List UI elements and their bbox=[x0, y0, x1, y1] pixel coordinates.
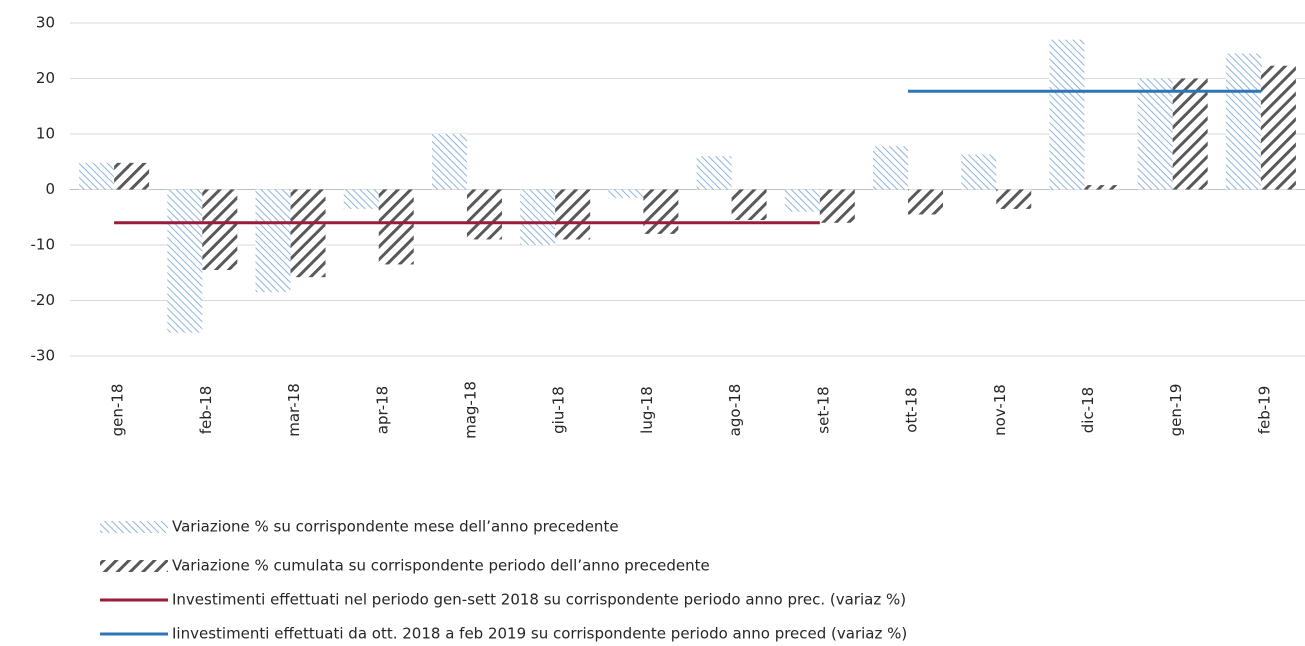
legend-label: Iinvestimenti effettuati da ott. 2018 a … bbox=[172, 625, 907, 643]
bar bbox=[378, 189, 414, 265]
bar bbox=[996, 189, 1032, 209]
bar bbox=[608, 189, 644, 198]
y-tick-label: -20 bbox=[31, 291, 56, 309]
x-tick-label: giu-18 bbox=[550, 386, 568, 434]
x-tick-label: nov-18 bbox=[991, 384, 1009, 436]
x-tick-label: lug-18 bbox=[638, 386, 656, 434]
bar bbox=[114, 162, 150, 190]
legend-label: Investimenti effettuati nel periodo gen-… bbox=[172, 591, 906, 609]
legend-swatch bbox=[100, 521, 168, 533]
bar bbox=[520, 189, 556, 245]
y-tick-label: 20 bbox=[36, 69, 55, 87]
bar bbox=[961, 154, 997, 190]
x-tick-label: gen-18 bbox=[109, 384, 127, 437]
bar bbox=[555, 189, 591, 240]
x-tick-label: gen-19 bbox=[1167, 384, 1185, 437]
bar bbox=[873, 146, 909, 190]
bar bbox=[1172, 78, 1208, 190]
x-tick-label: ago-18 bbox=[726, 384, 744, 437]
bar bbox=[466, 189, 502, 240]
y-tick-label: -30 bbox=[31, 347, 56, 365]
bar bbox=[290, 189, 326, 278]
bar bbox=[731, 189, 767, 221]
x-tick-label: set-18 bbox=[814, 386, 832, 433]
x-tick-label: apr-18 bbox=[373, 386, 391, 434]
legend-swatch bbox=[100, 560, 168, 572]
bar bbox=[1225, 53, 1261, 190]
bar bbox=[643, 189, 679, 234]
bar bbox=[343, 189, 379, 209]
bar bbox=[167, 189, 203, 333]
y-tick-label: 30 bbox=[36, 14, 55, 32]
y-tick-label: 10 bbox=[36, 125, 55, 143]
legend-label: Variazione % cumulata su corrispondente … bbox=[172, 557, 710, 575]
x-tick-label: feb-19 bbox=[1255, 386, 1273, 435]
bar bbox=[255, 189, 291, 293]
legend-label: Variazione % su corrispondente mese dell… bbox=[172, 518, 619, 536]
bar bbox=[1049, 39, 1085, 190]
bar bbox=[1260, 65, 1296, 190]
y-tick-label: -10 bbox=[31, 236, 56, 254]
x-tick-label: mag-18 bbox=[461, 381, 479, 439]
bar bbox=[1137, 78, 1173, 190]
bar bbox=[1084, 185, 1120, 190]
bar bbox=[696, 156, 732, 190]
bar bbox=[431, 134, 467, 190]
x-tick-label: feb-18 bbox=[197, 386, 215, 435]
x-tick-label: mar-18 bbox=[285, 383, 303, 437]
bar bbox=[784, 189, 820, 212]
bar bbox=[908, 189, 944, 215]
bar bbox=[202, 189, 238, 270]
bar bbox=[819, 189, 855, 223]
y-tick-label: 0 bbox=[45, 180, 55, 198]
x-tick-label: ott-18 bbox=[903, 387, 921, 432]
x-tick-label: dic-18 bbox=[1079, 387, 1097, 433]
bar bbox=[79, 162, 115, 190]
